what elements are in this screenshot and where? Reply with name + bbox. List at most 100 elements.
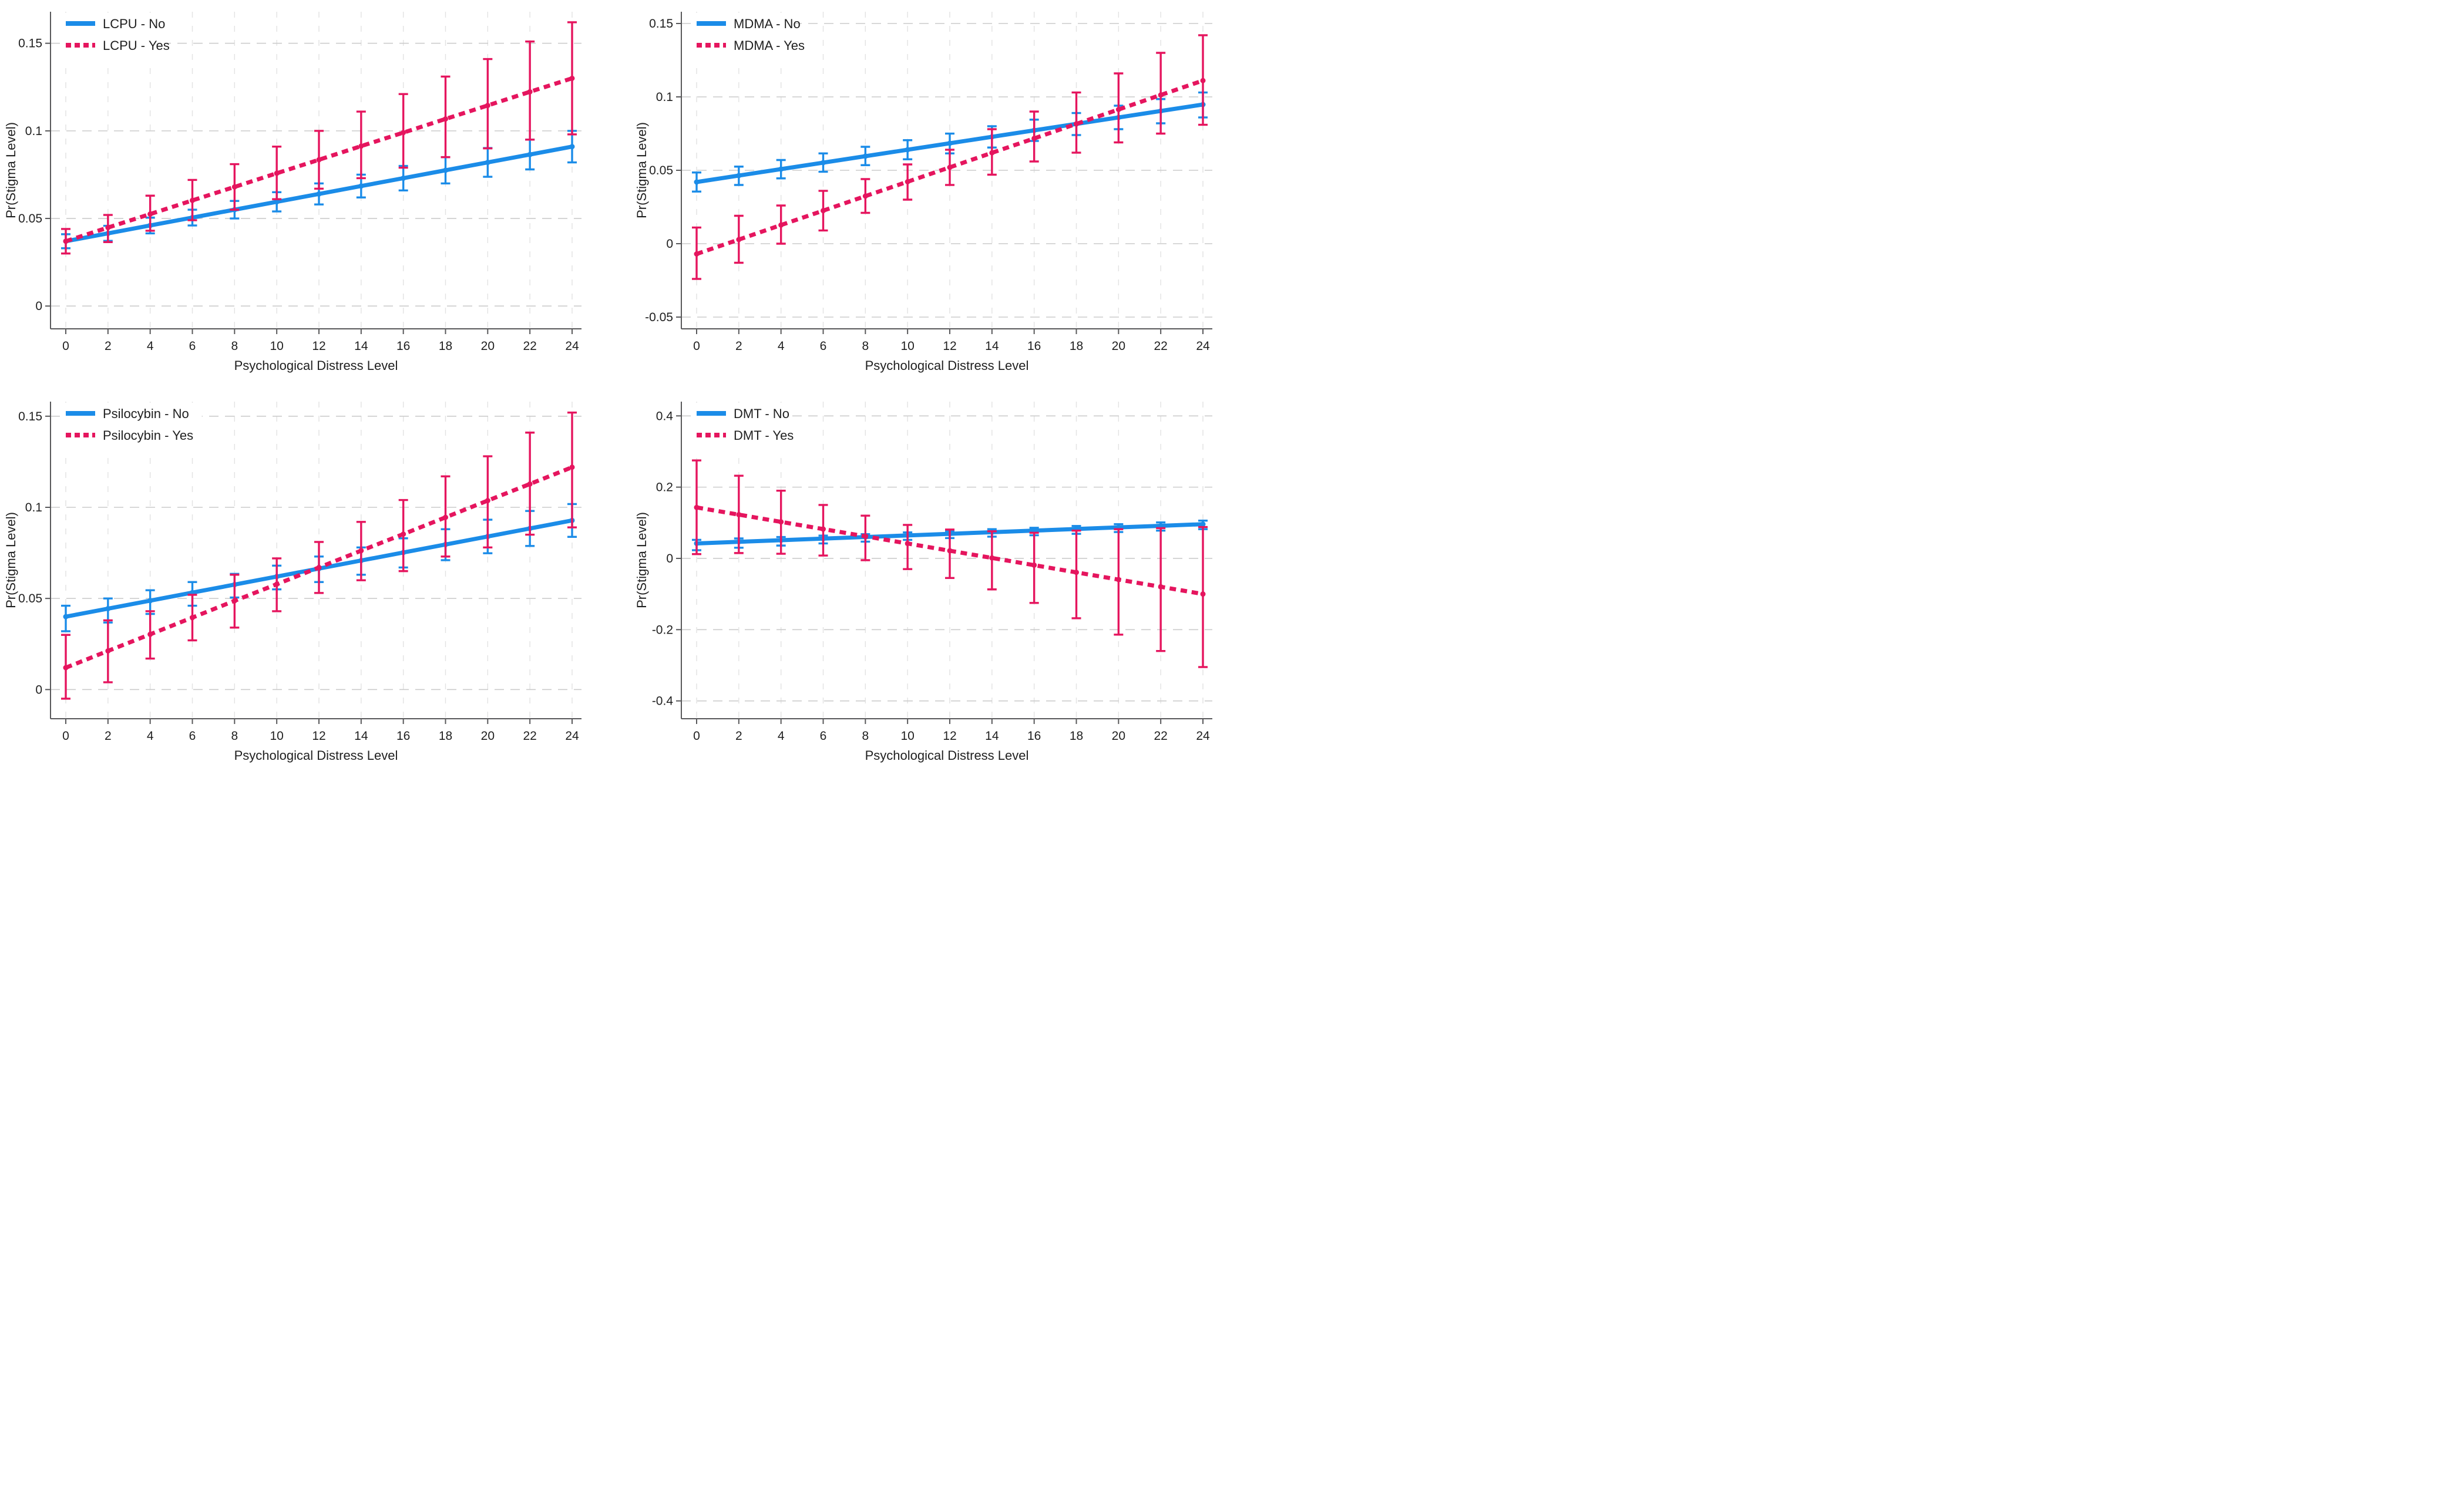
x-tick-label: 2 bbox=[105, 729, 112, 743]
x-axis-label: Psychological Distress Level bbox=[234, 748, 398, 763]
panel-mdma: -0.05 0 0.05 0.1 0.15 0 2 4 6 8 10 12 14 16 18 20 22 24 Ps… bbox=[636, 6, 1228, 376]
x-tick-label: 10 bbox=[270, 339, 283, 353]
chart-grid: 0 0.05 0.1 0.15 0 2 4 6 8 10 12 14 16 18 20 22 24 Psychol… bbox=[5, 6, 1228, 766]
y-tick-label: 0.15 bbox=[18, 37, 42, 50]
y-tick-label: 0.05 bbox=[649, 164, 673, 177]
x-tick-label: 6 bbox=[820, 729, 827, 743]
legend-label: Psilocybin - No bbox=[103, 406, 189, 421]
x-tick-label: 2 bbox=[735, 729, 742, 743]
x-tick-label: 10 bbox=[900, 729, 914, 743]
series-mdma-yes bbox=[692, 34, 1208, 280]
legend-label: DMT - Yes bbox=[734, 428, 794, 443]
y-tick-label: 0 bbox=[35, 683, 42, 696]
x-tick-label: 16 bbox=[1027, 339, 1041, 353]
x-tick-label: 22 bbox=[1154, 339, 1167, 353]
y-tick-label: -0.2 bbox=[652, 623, 673, 637]
legend: LCPU - No LCPU - Yes bbox=[66, 16, 170, 53]
panel-psilocybin: 0 0.05 0.1 0.15 0 2 4 6 8 10 12 14 16 18 20 22 24 Psychol… bbox=[5, 396, 597, 766]
y-tick-label: -0.05 bbox=[645, 311, 673, 324]
y-axis-label: Pr(Stigma Level) bbox=[636, 512, 649, 608]
x-tick-label: 4 bbox=[147, 339, 154, 353]
x-tick-label: 20 bbox=[1112, 339, 1125, 353]
legend: Psilocybin - No Psilocybin - Yes bbox=[66, 406, 193, 443]
x-tick-label: 16 bbox=[396, 729, 410, 743]
x-tick-label: 16 bbox=[396, 339, 410, 353]
y-axis-label: Pr(Stigma Level) bbox=[5, 122, 18, 218]
x-tick-label: 0 bbox=[693, 339, 700, 353]
x-tick-label: 6 bbox=[820, 339, 827, 353]
x-tick-label: 12 bbox=[312, 339, 325, 353]
x-tick-label: 18 bbox=[1070, 339, 1083, 353]
x-tick-label: 22 bbox=[1154, 729, 1167, 743]
x-tick-label: 14 bbox=[354, 339, 368, 353]
x-tick-label: 4 bbox=[147, 729, 154, 743]
x-axis-label: Psychological Distress Level bbox=[865, 748, 1029, 763]
x-tick-label: 4 bbox=[778, 339, 785, 353]
x-axis-label: Psychological Distress Level bbox=[234, 358, 398, 373]
panel-lcpu: 0 0.05 0.1 0.15 0 2 4 6 8 10 12 14 16 18 20 22 24 Psychol… bbox=[5, 6, 597, 376]
x-tick-label: 2 bbox=[735, 339, 742, 353]
y-tick-label: 0.1 bbox=[656, 90, 673, 104]
x-tick-label: 8 bbox=[231, 339, 238, 353]
x-tick-label: 6 bbox=[189, 729, 196, 743]
x-tick-label: 12 bbox=[312, 729, 325, 743]
x-tick-label: 10 bbox=[270, 729, 283, 743]
legend-label: MDMA - Yes bbox=[734, 38, 805, 53]
series-dmt-yes bbox=[692, 459, 1208, 668]
x-tick-label: 10 bbox=[900, 339, 914, 353]
y-tick-label: 0 bbox=[666, 237, 673, 251]
x-tick-label: 0 bbox=[693, 729, 700, 743]
x-tick-label: 12 bbox=[943, 729, 956, 743]
x-tick-label: 0 bbox=[62, 339, 69, 353]
series-psilocybin-yes bbox=[61, 411, 577, 700]
x-tick-label: 18 bbox=[439, 339, 452, 353]
y-tick-label: 0.05 bbox=[18, 592, 42, 605]
x-tick-label: 18 bbox=[439, 729, 452, 743]
x-tick-label: 4 bbox=[778, 729, 785, 743]
y-tick-label: 0.2 bbox=[656, 481, 673, 494]
legend-label: DMT - No bbox=[734, 406, 789, 421]
y-axis-label: Pr(Stigma Level) bbox=[5, 512, 18, 608]
figure-page: 0 0.05 0.1 0.15 0 2 4 6 8 10 12 14 16 18 20 22 24 Psychol… bbox=[0, 0, 1232, 772]
x-tick-label: 20 bbox=[481, 729, 495, 743]
y-tick-label: 0.4 bbox=[656, 409, 674, 423]
y-tick-label: 0 bbox=[35, 299, 42, 313]
y-tick-label: 0.05 bbox=[18, 212, 42, 225]
legend: DMT - No DMT - Yes bbox=[697, 406, 794, 443]
legend-label: LCPU - No bbox=[103, 16, 165, 31]
x-tick-label: 18 bbox=[1070, 729, 1083, 743]
x-tick-label: 14 bbox=[354, 729, 368, 743]
y-tick-label: -0.4 bbox=[652, 695, 674, 708]
x-tick-label: 24 bbox=[565, 729, 579, 743]
y-axis-label: Pr(Stigma Level) bbox=[636, 122, 649, 218]
x-tick-label: 24 bbox=[1196, 339, 1210, 353]
x-tick-label: 8 bbox=[231, 729, 238, 743]
x-tick-label: 20 bbox=[1112, 729, 1125, 743]
x-axis-label: Psychological Distress Level bbox=[865, 358, 1029, 373]
psilocybin-chart: 00.050.10.150 2 4 6 8 10 12 14 16 18 20 22 24Psychol… bbox=[5, 396, 592, 766]
y-tick-label: 0 bbox=[666, 552, 673, 565]
x-tick-label: 8 bbox=[862, 339, 869, 353]
x-tick-label: 6 bbox=[189, 339, 196, 353]
x-tick-label: 24 bbox=[1196, 729, 1210, 743]
x-tick-label: 8 bbox=[862, 729, 869, 743]
x-tick-label: 20 bbox=[481, 339, 495, 353]
legend: MDMA - No MDMA - Yes bbox=[697, 16, 805, 53]
x-tick-label: 22 bbox=[523, 339, 536, 353]
x-tick-label: 22 bbox=[523, 729, 536, 743]
x-tick-label: 2 bbox=[105, 339, 112, 353]
series-lcpu-yes bbox=[61, 21, 577, 255]
x-tick-label: 16 bbox=[1027, 729, 1041, 743]
x-tick-label: 0 bbox=[62, 729, 69, 743]
panel-dmt: -0.4 -0.2 0 0.2 0.4 0 2 4 6 8 10 12 14 16 18 20 22 24 Psyc… bbox=[636, 396, 1228, 766]
y-tick-label: 0.1 bbox=[25, 124, 42, 138]
y-tick-label: 0.15 bbox=[18, 410, 42, 423]
x-tick-label: 14 bbox=[985, 339, 999, 353]
lcpu-chart: 00.050.10.150 2 4 6 8 10 12 14 16 18 20 22 24Psychol… bbox=[5, 6, 592, 376]
y-tick-label: 0.15 bbox=[649, 17, 673, 31]
x-tick-label: 14 bbox=[985, 729, 999, 743]
dmt-chart: -0.4-0.200.20.40 2 4 6 8 10 12 14 16 18 20 22 24Psyc… bbox=[636, 396, 1223, 766]
legend-label: Psilocybin - Yes bbox=[103, 428, 193, 443]
x-tick-label: 24 bbox=[565, 339, 579, 353]
